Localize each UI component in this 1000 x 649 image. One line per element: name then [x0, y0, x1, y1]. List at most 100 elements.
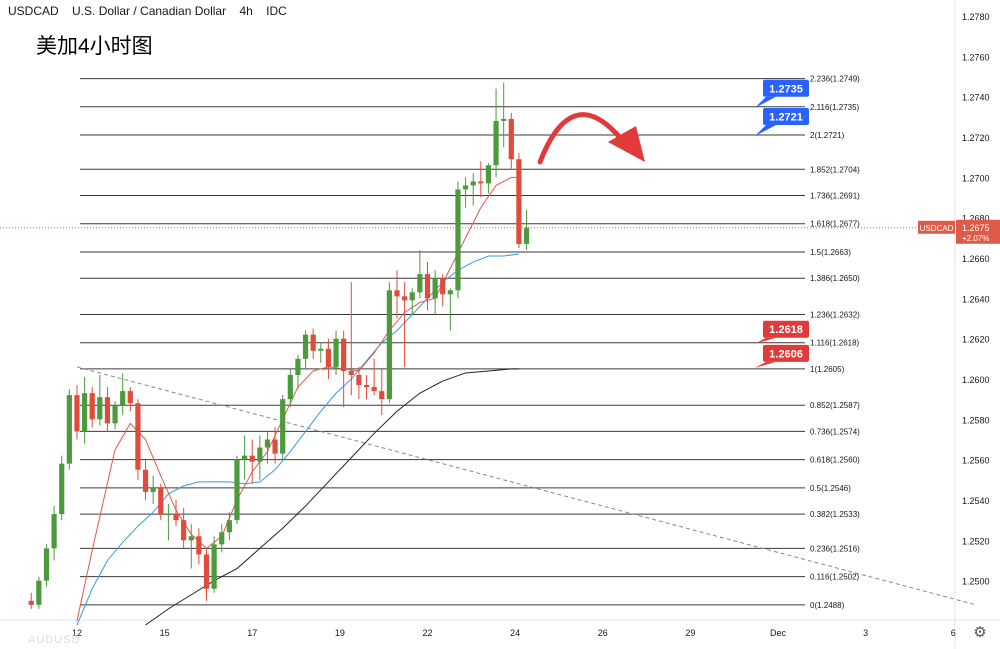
y-tick-label: 1.2660 — [962, 254, 990, 264]
candle-body — [333, 338, 339, 367]
fib-level-label: 1.116(1.2618) — [810, 339, 860, 348]
price-callout-pointer — [755, 361, 776, 368]
candle-body — [310, 334, 316, 351]
candle-body — [181, 520, 187, 541]
price-callout-label: 1.2606 — [769, 348, 803, 360]
candle-body — [341, 338, 347, 371]
candle-body — [150, 487, 156, 492]
fib-level-label: 0(1.2488) — [810, 601, 845, 610]
candle-body — [196, 536, 202, 555]
candle-body — [211, 544, 217, 589]
candle-body — [348, 370, 354, 375]
y-tick-label: 1.2760 — [962, 52, 990, 62]
x-tick-label: 29 — [685, 628, 695, 638]
candle-body — [440, 278, 446, 295]
current-price-badge — [956, 219, 1000, 244]
ma-fast-line — [76, 176, 519, 622]
candle-body — [318, 348, 324, 351]
candle-body — [272, 439, 278, 454]
candle-body — [455, 189, 461, 291]
y-tick-label: 1.2700 — [962, 173, 990, 183]
candle-body — [409, 292, 415, 301]
candle-body — [508, 118, 514, 160]
reversal-arrow — [537, 112, 625, 165]
x-tick-label: Dec — [770, 628, 787, 638]
candle-body — [112, 405, 118, 424]
y-tick-label: 1.2780 — [962, 12, 990, 22]
candle-body — [295, 358, 301, 375]
candle-body — [516, 159, 522, 244]
y-tick-label: 1.2560 — [962, 456, 990, 466]
x-tick-label: 17 — [247, 628, 257, 638]
interval-label[interactable]: 4h — [239, 4, 253, 18]
candle-body — [478, 181, 484, 184]
current-price-value: 1.2675 — [962, 223, 990, 233]
ma-slow-line — [145, 368, 519, 626]
price-callout-box — [763, 108, 809, 126]
fib-level-label: 0.5(1.2546) — [810, 484, 851, 493]
y-tick-label: 1.2720 — [962, 133, 990, 143]
candle-body — [417, 274, 423, 293]
candle-body — [203, 554, 210, 589]
candle-body — [43, 548, 50, 581]
fib-level-label: 2.236(1.2749) — [810, 75, 860, 84]
gear-icon[interactable]: ⚙ — [973, 624, 987, 641]
candle-body — [226, 520, 232, 533]
fib-level-label: 1.618(1.2677) — [810, 220, 860, 229]
source-label: IDC — [266, 4, 287, 18]
price-callout-label: 1.2721 — [769, 112, 803, 124]
trendline — [76, 366, 977, 606]
candle-body — [470, 181, 476, 186]
price-callout-pointer — [755, 125, 776, 137]
current-price-change: +2.07% — [962, 234, 989, 243]
symbol-name: U.S. Dollar / Canadian Dollar — [72, 4, 227, 18]
reversal-arrow-head — [608, 126, 645, 162]
candle-body — [104, 397, 111, 424]
candle-body — [280, 399, 286, 454]
x-tick-label: 24 — [510, 628, 520, 638]
candle-body — [59, 463, 65, 515]
y-tick-label: 1.2640 — [962, 294, 990, 304]
candle-body — [165, 514, 171, 516]
candle-body — [325, 348, 332, 367]
fib-level-label: 2.116(1.2735) — [810, 103, 860, 112]
candle-body — [188, 536, 194, 541]
chart-header: USDCAD U.S. Dollar / Canadian Dollar 4h … — [8, 4, 297, 18]
fib-level-label: 0.236(1.2516) — [810, 544, 860, 553]
x-tick-label: 15 — [160, 628, 170, 638]
candle-body — [394, 290, 400, 297]
x-tick-label: 12 — [72, 628, 82, 638]
fib-level-label: 1.236(1.2632) — [810, 310, 860, 319]
y-tick-label: 1.2680 — [962, 214, 990, 224]
y-tick-label: 1.2580 — [962, 415, 990, 425]
price-callout-box — [763, 344, 809, 362]
fib-level-label: 1.5(1.2663) — [810, 248, 851, 257]
candle-body — [485, 165, 492, 184]
candle-body — [219, 532, 225, 545]
fib-level-label: 0.116(1.2502) — [810, 573, 860, 582]
candle-body — [462, 185, 469, 190]
candle-body — [74, 395, 80, 432]
price-callout-pointer — [755, 337, 776, 344]
price-callout-box — [763, 79, 809, 97]
candle-body — [97, 397, 103, 420]
candle-body — [173, 514, 179, 521]
candle-body — [356, 374, 362, 386]
candle-body — [158, 487, 164, 515]
fib-level-label: 0.618(1.2560) — [810, 456, 860, 465]
candle-body — [493, 120, 499, 166]
x-tick-label: 22 — [422, 628, 432, 638]
candle-body — [264, 439, 271, 448]
candle-body — [234, 459, 240, 521]
candle-body — [135, 403, 141, 470]
candle-body — [142, 469, 149, 492]
y-tick-label: 1.2620 — [962, 335, 990, 345]
x-tick-label: 6 — [951, 628, 956, 638]
candle-body — [424, 274, 431, 299]
symbol-label[interactable]: USDCAD — [8, 4, 59, 18]
candle-body — [432, 278, 438, 299]
candle-body — [81, 393, 88, 432]
y-tick-label: 1.2500 — [962, 577, 990, 587]
candle-body — [36, 580, 42, 605]
